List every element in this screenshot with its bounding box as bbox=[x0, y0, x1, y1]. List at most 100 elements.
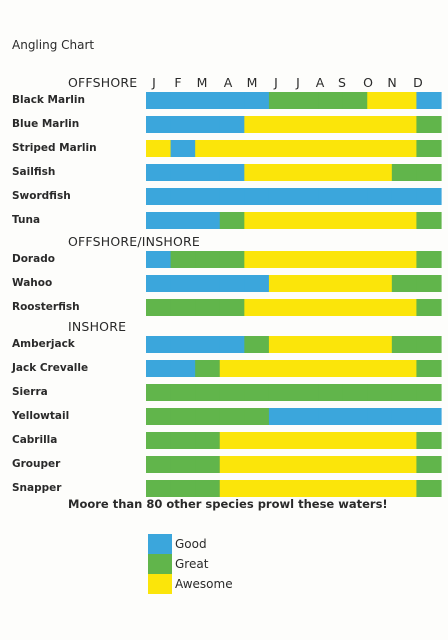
bar-segment bbox=[416, 432, 442, 449]
bar-segment bbox=[146, 480, 172, 497]
bar-segment bbox=[195, 164, 221, 181]
bar-segment bbox=[146, 432, 172, 449]
month-label: N bbox=[387, 75, 397, 90]
bar-segment bbox=[318, 140, 344, 157]
bar-segment bbox=[219, 140, 245, 157]
species-bar bbox=[146, 212, 442, 229]
bar-segment bbox=[195, 251, 221, 268]
legend-label-good: Good bbox=[175, 537, 207, 551]
chart-title: Angling Chart bbox=[12, 38, 95, 52]
legend-swatch bbox=[148, 534, 172, 554]
bar-segment bbox=[367, 432, 393, 449]
bar-segment bbox=[170, 140, 196, 157]
bar-segment bbox=[244, 456, 270, 473]
bar-segment bbox=[268, 164, 295, 181]
month-label: M bbox=[246, 75, 258, 90]
bar-segment bbox=[318, 188, 344, 205]
bar-segment bbox=[195, 188, 221, 205]
month-label: M bbox=[196, 75, 208, 90]
month-label: A bbox=[223, 75, 233, 90]
bar-segment bbox=[342, 408, 368, 425]
bar-segment bbox=[146, 360, 172, 377]
bar-segment bbox=[391, 336, 418, 353]
bar-segment bbox=[416, 92, 442, 109]
species-label: Striped Marlin bbox=[12, 142, 97, 154]
bar-segment bbox=[318, 336, 344, 353]
bar-segment bbox=[391, 251, 418, 268]
species-label: Dorado bbox=[12, 253, 55, 265]
bar-segment bbox=[195, 432, 221, 449]
bar-segment bbox=[195, 299, 221, 316]
bar-segment bbox=[318, 251, 344, 268]
bar-segment bbox=[318, 275, 344, 292]
species-label: Black Marlin bbox=[12, 94, 85, 106]
bar-segment bbox=[146, 275, 172, 292]
species-bar bbox=[146, 408, 442, 425]
bar-segment bbox=[342, 92, 368, 109]
bar-segment bbox=[146, 212, 172, 229]
bar-segment bbox=[244, 275, 270, 292]
bar-segment bbox=[416, 251, 442, 268]
bar-segment bbox=[367, 251, 393, 268]
bar-segment bbox=[391, 384, 418, 401]
bar-segment bbox=[342, 140, 368, 157]
bar-segment bbox=[219, 275, 245, 292]
bar-segment bbox=[244, 251, 270, 268]
bar-segment bbox=[170, 408, 196, 425]
bar-segment bbox=[146, 116, 172, 133]
bar-segment bbox=[391, 432, 418, 449]
bar-segment bbox=[244, 360, 270, 377]
bar-segment bbox=[146, 140, 172, 157]
bar-segment bbox=[367, 384, 393, 401]
bar-segment bbox=[146, 251, 172, 268]
bar-segment bbox=[268, 92, 295, 109]
bar-segment bbox=[416, 140, 442, 157]
bar-segment bbox=[146, 164, 172, 181]
bar-segment bbox=[391, 299, 418, 316]
species-bar bbox=[146, 432, 442, 449]
bar-segment bbox=[416, 188, 442, 205]
species-label: Yellowtail bbox=[12, 410, 70, 422]
species-bar bbox=[146, 360, 442, 377]
bar-segment bbox=[293, 336, 319, 353]
bar-segment bbox=[391, 456, 418, 473]
species-bar bbox=[146, 251, 442, 268]
bar-segment bbox=[342, 116, 368, 133]
bar-segment bbox=[342, 384, 368, 401]
bar-segment bbox=[342, 251, 368, 268]
bar-segment bbox=[293, 456, 319, 473]
bar-segment bbox=[146, 92, 172, 109]
species-bar bbox=[146, 188, 442, 205]
bar-segment bbox=[268, 336, 295, 353]
bar-segment bbox=[416, 360, 442, 377]
bar-segment bbox=[342, 212, 368, 229]
bar-segment bbox=[367, 212, 393, 229]
bar-segment bbox=[342, 432, 368, 449]
month-label: A bbox=[315, 75, 325, 90]
bar-segment bbox=[293, 116, 319, 133]
species-label: Sierra bbox=[12, 386, 48, 398]
legend-label-awesome: Awesome bbox=[175, 577, 233, 591]
bar-segment bbox=[391, 140, 418, 157]
bar-segment bbox=[391, 480, 418, 497]
bar-segment bbox=[293, 251, 319, 268]
bar-segment bbox=[268, 360, 295, 377]
bar-segment bbox=[268, 212, 295, 229]
bar-segment bbox=[195, 275, 221, 292]
bar-segment bbox=[367, 336, 393, 353]
bar-segment bbox=[293, 212, 319, 229]
species-bar bbox=[146, 336, 442, 353]
bar-segment bbox=[318, 92, 344, 109]
bar-segment bbox=[219, 432, 245, 449]
bar-segment bbox=[342, 456, 368, 473]
bar-segment bbox=[391, 92, 418, 109]
legend-swatch bbox=[148, 554, 172, 574]
bar-segment bbox=[146, 408, 172, 425]
bar-segment bbox=[342, 480, 368, 497]
species-bar bbox=[146, 140, 442, 157]
month-label: F bbox=[174, 75, 182, 90]
bar-segment bbox=[293, 408, 319, 425]
section-offshore-inshore: OFFSHORE/INSHORE bbox=[68, 234, 200, 249]
bar-segment bbox=[293, 275, 319, 292]
month-label: S bbox=[338, 75, 346, 90]
